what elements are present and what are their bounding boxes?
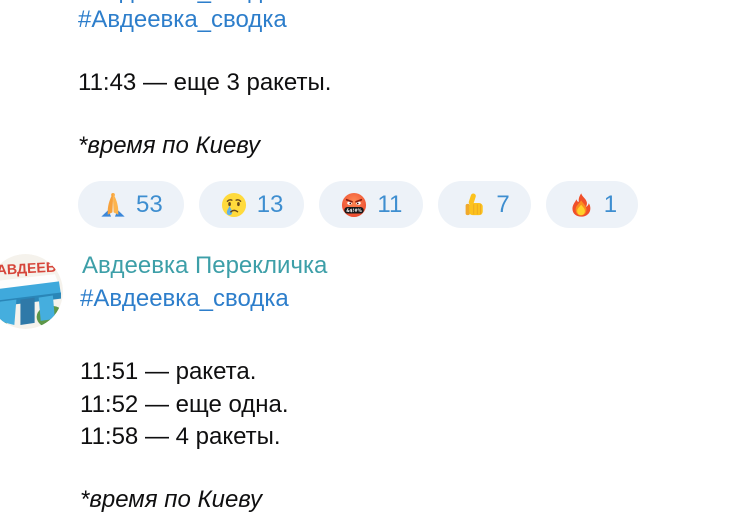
hashtag-link[interactable]: #Авдеевка_сводка bbox=[78, 6, 287, 33]
cursing-face-emoji: &$!#% bbox=[342, 192, 367, 217]
reaction-pill-crying-face[interactable]: 13 bbox=[198, 181, 305, 228]
crying-face-emoji bbox=[221, 192, 246, 217]
message-line: 11:52 — еще одна. bbox=[80, 390, 289, 418]
reaction-pill-cursing-face[interactable]: &$!#% 11 bbox=[319, 181, 424, 228]
message-text: 11:43 — еще 3 ракеты. bbox=[78, 69, 332, 96]
reaction-count: 13 bbox=[256, 190, 284, 218]
reaction-count: 53 bbox=[136, 190, 163, 218]
channel-avatar[interactable]: АВДЕЕВ bbox=[0, 254, 63, 329]
message-note: *время по Киеву bbox=[78, 132, 261, 159]
reaction-pill-fire[interactable]: 1 bbox=[545, 181, 639, 228]
reaction-count: 1 bbox=[603, 190, 618, 218]
avatar-sign-text: АВДЕЕВ bbox=[0, 260, 57, 279]
cropped-text-line: #Авдеевка_сводка bbox=[78, 0, 358, 5]
avatar-image: АВДЕЕВ bbox=[0, 254, 63, 329]
reaction-pill-thumbs-up[interactable]: 7 bbox=[438, 181, 531, 228]
thumbs-up-emoji bbox=[465, 193, 484, 215]
reaction-count: 11 bbox=[377, 190, 403, 218]
folded-hands-emoji bbox=[101, 192, 125, 217]
message-line: 11:51 — ракета. bbox=[80, 358, 257, 385]
message-text-block: 11:51 — ракета. 11:52 — еще одна. 11:58 … bbox=[80, 356, 289, 454]
cropped-hashtag-link: #Авдеевка_сводка bbox=[78, 0, 358, 5]
reactions-row: 53 13 bbox=[78, 181, 639, 228]
message-line: 11:58 — 4 ракеты. bbox=[80, 423, 281, 450]
message-note: *время по Киеву bbox=[80, 486, 263, 513]
hashtag-link[interactable]: #Авдеевка_сводка bbox=[80, 285, 289, 312]
reaction-count: 7 bbox=[496, 190, 510, 218]
cursing-mouth-text: &$!#% bbox=[347, 207, 363, 212]
fire-emoji bbox=[572, 192, 591, 217]
channel-name[interactable]: Авдеевка Перекличка bbox=[82, 252, 328, 279]
reaction-pill-folded-hands[interactable]: 53 bbox=[78, 181, 184, 228]
